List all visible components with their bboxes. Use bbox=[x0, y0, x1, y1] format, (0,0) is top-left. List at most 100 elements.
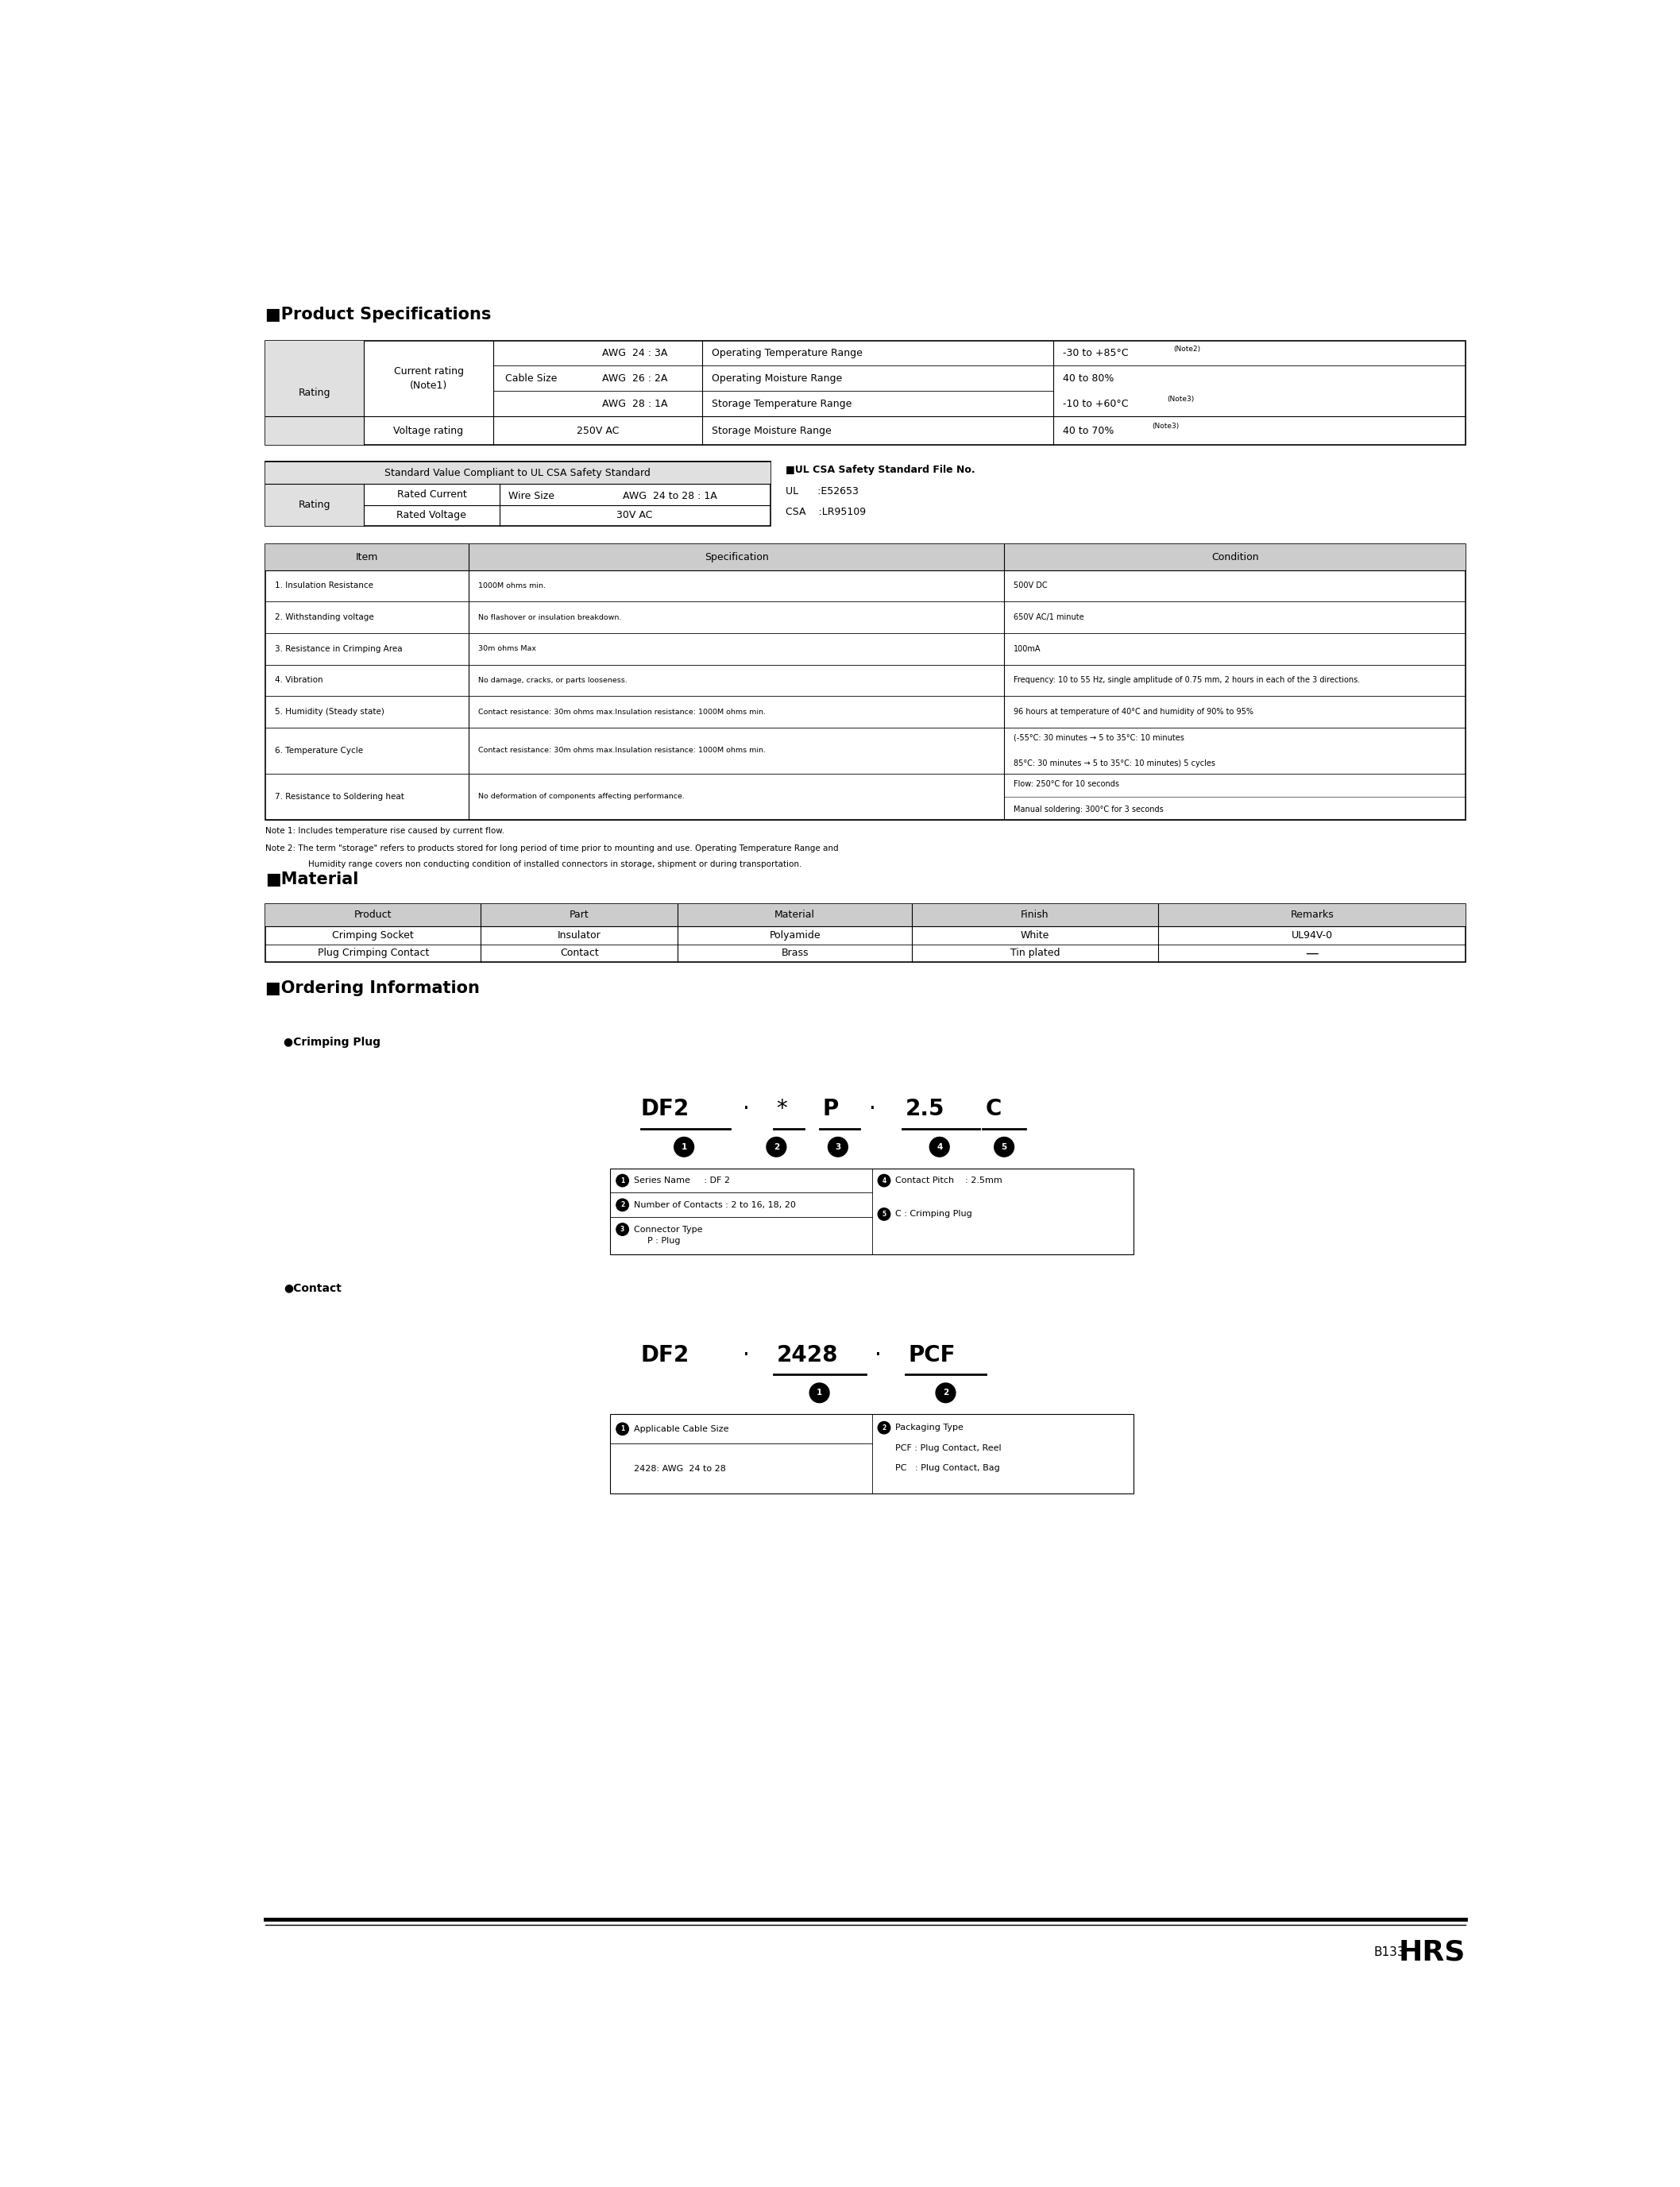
Text: AWG  24 : 3A: AWG 24 : 3A bbox=[601, 348, 667, 359]
Text: —: — bbox=[1305, 947, 1319, 960]
Text: 2: 2 bbox=[773, 1144, 780, 1150]
Text: 1. Insulation Resistance: 1. Insulation Resistance bbox=[274, 582, 373, 590]
Text: Crimping Socket: Crimping Socket bbox=[333, 929, 413, 940]
Circle shape bbox=[936, 1382, 956, 1402]
Text: 1: 1 bbox=[680, 1144, 687, 1150]
Text: Specification: Specification bbox=[704, 551, 768, 562]
Text: PC   : Plug Contact, Bag: PC : Plug Contact, Bag bbox=[895, 1463, 1000, 1472]
Text: 40 to 80%: 40 to 80% bbox=[1063, 374, 1114, 383]
Bar bbox=[265, 341, 365, 444]
Text: ■UL CSA Safety Standard File No.: ■UL CSA Safety Standard File No. bbox=[786, 466, 974, 475]
Bar bbox=[265, 545, 1467, 571]
Circle shape bbox=[617, 1223, 628, 1236]
Text: 2: 2 bbox=[620, 1201, 625, 1209]
Text: No flashover or insulation breakdown.: No flashover or insulation breakdown. bbox=[477, 615, 622, 621]
Text: Note 1: Includes temperature rise caused by current flow.: Note 1: Includes temperature rise caused… bbox=[265, 827, 504, 835]
Text: ·: · bbox=[743, 1343, 749, 1367]
Text: 1: 1 bbox=[816, 1389, 822, 1397]
Text: 7. Resistance to Soldering heat: 7. Resistance to Soldering heat bbox=[274, 792, 403, 800]
Text: ●Contact: ●Contact bbox=[284, 1282, 341, 1295]
Text: No deformation of components affecting performance.: No deformation of components affecting p… bbox=[477, 794, 684, 800]
Circle shape bbox=[617, 1198, 628, 1212]
Text: 4. Vibration: 4. Vibration bbox=[274, 676, 323, 685]
Circle shape bbox=[674, 1137, 694, 1157]
Text: Manual soldering: 300°C for 3 seconds: Manual soldering: 300°C for 3 seconds bbox=[1013, 805, 1163, 814]
Text: 85°C: 30 minutes → 5 to 35°C: 10 minutes) 5 cycles: 85°C: 30 minutes → 5 to 35°C: 10 minutes… bbox=[1013, 759, 1215, 768]
Text: Storage Temperature Range: Storage Temperature Range bbox=[712, 398, 852, 409]
Text: 6. Temperature Cycle: 6. Temperature Cycle bbox=[274, 746, 363, 755]
Text: Condition: Condition bbox=[1211, 551, 1258, 562]
Circle shape bbox=[879, 1174, 890, 1188]
Text: ■Material: ■Material bbox=[265, 870, 358, 888]
Text: ■Ordering Information: ■Ordering Information bbox=[265, 980, 480, 995]
Bar bbox=[610, 1415, 1134, 1494]
Text: Contact resistance: 30m ohms max.Insulation resistance: 1000M ohms min.: Contact resistance: 30m ohms max.Insulat… bbox=[477, 709, 766, 715]
Text: Contact resistance: 30m ohms max.Insulation resistance: 1000M ohms min.: Contact resistance: 30m ohms max.Insulat… bbox=[477, 748, 766, 755]
Text: UL94V-0: UL94V-0 bbox=[1292, 929, 1332, 940]
Text: Insulator: Insulator bbox=[558, 929, 601, 940]
Text: No damage, cracks, or parts looseness.: No damage, cracks, or parts looseness. bbox=[477, 676, 627, 685]
Text: Number of Contacts : 2 to 16, 18, 20: Number of Contacts : 2 to 16, 18, 20 bbox=[633, 1201, 795, 1209]
Text: 2: 2 bbox=[882, 1424, 885, 1430]
Text: 40 to 70%: 40 to 70% bbox=[1063, 426, 1114, 435]
Text: 2.5: 2.5 bbox=[906, 1098, 944, 1120]
Text: HRS: HRS bbox=[1399, 1940, 1467, 1966]
Text: Contact Pitch    : 2.5mm: Contact Pitch : 2.5mm bbox=[895, 1177, 1003, 1185]
Text: Series Name     : DF 2: Series Name : DF 2 bbox=[633, 1177, 729, 1185]
Bar bbox=[265, 483, 365, 527]
Text: Wire Size: Wire Size bbox=[509, 492, 554, 501]
Text: Applicable Cable Size: Applicable Cable Size bbox=[633, 1426, 729, 1432]
Bar bbox=[265, 461, 769, 483]
Text: 5: 5 bbox=[882, 1212, 885, 1218]
Text: (Note3): (Note3) bbox=[1168, 396, 1194, 402]
Text: UL      :E52653: UL :E52653 bbox=[786, 486, 858, 496]
Bar bbox=[265, 545, 1467, 820]
Text: White: White bbox=[1020, 929, 1050, 940]
Text: 2428: AWG  24 to 28: 2428: AWG 24 to 28 bbox=[633, 1465, 726, 1472]
Text: DF2: DF2 bbox=[642, 1098, 689, 1120]
Text: Plug Crimping Contact: Plug Crimping Contact bbox=[318, 947, 428, 958]
Text: -30 to +85°C: -30 to +85°C bbox=[1063, 348, 1129, 359]
Bar bbox=[265, 461, 769, 527]
Text: Note 2: The term "storage" refers to products stored for long period of time pri: Note 2: The term "storage" refers to pro… bbox=[265, 844, 838, 853]
Text: DF2: DF2 bbox=[642, 1343, 689, 1367]
Text: PCF: PCF bbox=[909, 1343, 956, 1367]
Text: 1: 1 bbox=[620, 1177, 625, 1183]
Text: Rating: Rating bbox=[299, 387, 331, 398]
Text: AWG  24 to 28 : 1A: AWG 24 to 28 : 1A bbox=[623, 492, 717, 501]
Bar bbox=[610, 1168, 1134, 1253]
Circle shape bbox=[810, 1382, 830, 1402]
Text: ■Product Specifications: ■Product Specifications bbox=[265, 306, 491, 321]
Bar bbox=[265, 341, 1467, 444]
Text: C: C bbox=[986, 1098, 1001, 1120]
Text: Standard Value Compliant to UL CSA Safety Standard: Standard Value Compliant to UL CSA Safet… bbox=[385, 468, 650, 479]
Text: Rating: Rating bbox=[299, 501, 331, 510]
Text: -10 to +60°C: -10 to +60°C bbox=[1063, 398, 1129, 409]
Text: 100mA: 100mA bbox=[1013, 645, 1042, 654]
Text: PCF : Plug Contact, Reel: PCF : Plug Contact, Reel bbox=[895, 1443, 1001, 1452]
Text: (Note1): (Note1) bbox=[410, 381, 447, 391]
Text: 2428: 2428 bbox=[776, 1343, 838, 1367]
Text: 250V AC: 250V AC bbox=[576, 426, 618, 435]
Text: 4: 4 bbox=[882, 1177, 885, 1183]
Text: Tin plated: Tin plated bbox=[1010, 947, 1060, 958]
Text: (-55°C: 30 minutes → 5 to 35°C: 10 minutes: (-55°C: 30 minutes → 5 to 35°C: 10 minut… bbox=[1013, 735, 1184, 741]
Text: 4: 4 bbox=[936, 1144, 942, 1150]
Text: Frequency: 10 to 55 Hz, single amplitude of 0.75 mm, 2 hours in each of the 3 di: Frequency: 10 to 55 Hz, single amplitude… bbox=[1013, 676, 1359, 685]
Text: 96 hours at temperature of 40°C and humidity of 90% to 95%: 96 hours at temperature of 40°C and humi… bbox=[1013, 709, 1253, 715]
Text: Material: Material bbox=[774, 910, 815, 921]
Text: Rated Voltage: Rated Voltage bbox=[396, 510, 467, 521]
Text: Flow: 250°C for 10 seconds: Flow: 250°C for 10 seconds bbox=[1013, 781, 1119, 787]
Text: *: * bbox=[776, 1098, 788, 1120]
Text: ·: · bbox=[743, 1098, 749, 1120]
Text: Finish: Finish bbox=[1021, 910, 1048, 921]
Bar bbox=[265, 903, 1467, 962]
Text: 1000M ohms min.: 1000M ohms min. bbox=[477, 582, 546, 590]
Text: Contact: Contact bbox=[559, 947, 598, 958]
Text: 3: 3 bbox=[835, 1144, 840, 1150]
Text: Packaging Type: Packaging Type bbox=[895, 1424, 963, 1432]
Text: (Note2): (Note2) bbox=[1173, 346, 1201, 352]
Text: Brass: Brass bbox=[781, 947, 808, 958]
Text: Product: Product bbox=[354, 910, 391, 921]
Text: Storage Moisture Range: Storage Moisture Range bbox=[712, 426, 832, 435]
